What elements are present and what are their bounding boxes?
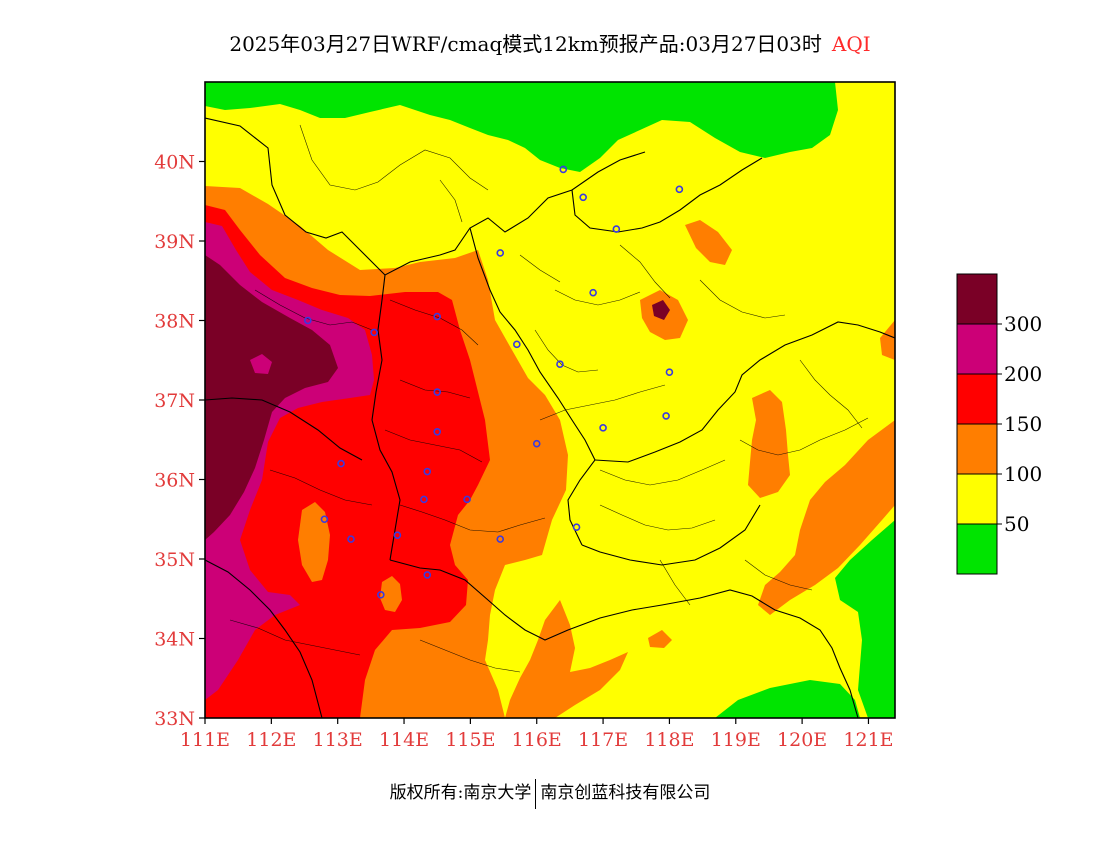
station-marker	[589, 288, 597, 297]
legend-label: 150	[1004, 412, 1042, 436]
legend-label: 100	[1004, 462, 1042, 486]
station-marker	[599, 424, 607, 432]
zone-light-east-edge	[880, 320, 895, 360]
station-marker	[304, 316, 312, 325]
zone-good-south	[715, 680, 860, 718]
station-marker	[433, 427, 442, 436]
station-marker	[496, 249, 505, 257]
station-marker	[423, 571, 432, 579]
x-tick-label: 112E	[246, 729, 296, 751]
x-tick-label: 120E	[777, 729, 827, 751]
station-marker	[463, 495, 471, 504]
station-marker	[377, 590, 385, 599]
legend-label: 300	[1004, 312, 1042, 336]
station-marker	[665, 368, 674, 376]
zone-light-tangshan	[685, 220, 732, 265]
legend-label: 50	[1004, 512, 1029, 536]
legend-swatch	[956, 323, 998, 375]
station-marker	[556, 360, 564, 369]
station-marker	[532, 439, 541, 448]
aqi-field	[205, 82, 895, 718]
station-marker	[370, 328, 378, 337]
station-marker	[337, 459, 345, 468]
province-boundaries	[205, 117, 895, 718]
station-marker	[559, 165, 568, 174]
y-tick-label: 35N	[154, 549, 195, 571]
legend-swatch	[956, 523, 998, 575]
title-main: 2025年03月27日WRF/cmaq模式12km预报产品:03月27日03时	[229, 32, 822, 56]
y-axis-ticks: 40N 39N 38N 37N 36N 35N 34N 33N	[154, 152, 205, 730]
station-marker	[320, 515, 329, 524]
zone-heavy-islet	[250, 354, 272, 374]
station-marker	[423, 467, 432, 476]
x-tick-label: 114E	[379, 729, 429, 751]
y-tick-label: 34N	[154, 629, 195, 651]
x-tick-label: 116E	[512, 729, 562, 751]
copyright-owner: 版权所有:南京大学	[389, 783, 532, 803]
station-marker	[420, 495, 428, 504]
y-tick-label: 33N	[154, 708, 195, 730]
y-tick-label: 38N	[154, 311, 195, 333]
aqi-legend: 300 200 150 100 50	[956, 273, 1042, 575]
x-tick-label: 115E	[445, 729, 495, 751]
station-marker	[433, 312, 442, 321]
zone-severe	[205, 255, 338, 540]
station-marker	[572, 523, 581, 532]
zone-good-southeast	[835, 520, 895, 718]
legend-swatch	[956, 373, 998, 425]
zone-light-shandong	[748, 390, 790, 498]
legend-label: 200	[1004, 362, 1042, 386]
map-title: 2025年03月27日WRF/cmaq模式12km预报产品:03月27日03时 A…	[0, 28, 1100, 57]
legend-swatch	[956, 273, 998, 325]
zone-light-lake	[648, 630, 672, 648]
legend-swatch	[956, 423, 998, 475]
y-tick-label: 39N	[154, 231, 195, 253]
station-marker	[579, 193, 587, 202]
station-marker	[612, 225, 621, 233]
legend-swatch	[956, 473, 998, 525]
x-tick-label: 119E	[711, 729, 761, 751]
x-tick-label: 111E	[180, 729, 230, 751]
y-tick-label: 40N	[154, 152, 195, 174]
zone-light-southeast-band	[758, 420, 895, 615]
station-marker	[513, 340, 521, 349]
copyright-separator	[535, 778, 537, 809]
x-tick-label: 113E	[313, 729, 363, 751]
station-marker	[675, 185, 684, 194]
y-tick-label: 36N	[154, 470, 195, 492]
y-tick-label: 37N	[154, 390, 195, 412]
county-boundaries	[229, 124, 869, 673]
x-tick-label: 117E	[578, 729, 628, 751]
copyright-company: 南京创蓝科技有限公司	[540, 783, 711, 803]
station-marker	[347, 535, 355, 543]
station-marker	[662, 412, 670, 420]
x-axis-ticks: 111E 112E 113E 114E 115E 116E 117E 118E 119E 120E…	[180, 718, 894, 751]
zone-light-inclusion-b	[380, 576, 402, 612]
station-markers	[304, 165, 684, 599]
station-marker	[433, 388, 442, 396]
station-marker	[393, 531, 402, 539]
copyright-footer: 版权所有:南京大学 南京创蓝科技有限公司	[0, 778, 1100, 809]
zone-light-south-tongue	[505, 600, 628, 718]
title-variable: AQI	[831, 32, 871, 56]
zone-good-north	[205, 82, 838, 172]
x-tick-label: 121E	[843, 729, 893, 751]
x-tick-label: 118E	[644, 729, 694, 751]
zone-severe-dongying	[652, 300, 670, 320]
station-marker	[496, 535, 505, 543]
